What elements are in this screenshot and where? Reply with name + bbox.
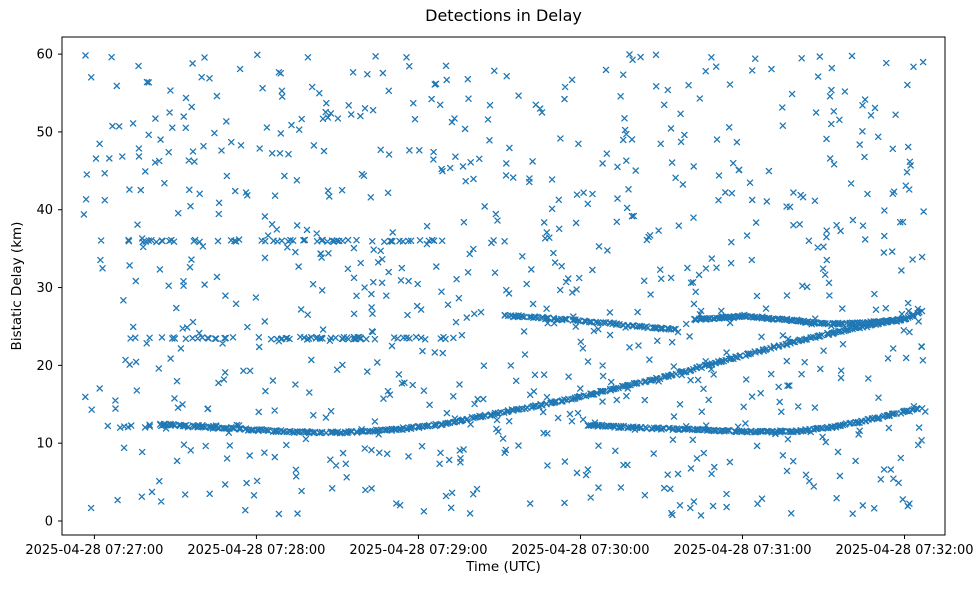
x-tick-label: 2025-04-28 07:28:00 [187,543,325,558]
y-axis-label: Bistatic Delay (km) [9,221,25,351]
y-tick-label: 20 [36,359,53,374]
y-tick-label: 50 [36,125,53,140]
y-tick-label: 30 [36,281,53,296]
chart-title: Detections in Delay [425,6,582,25]
tick-labels: 2025-04-28 07:27:00 2025-04-28 07:28:00 20… [25,48,973,558]
scatter-markers [80,51,929,519]
y-tick-label: 10 [36,437,53,452]
y-tick-label: 40 [36,203,53,218]
x-tick-label: 2025-04-28 07:29:00 [349,543,487,558]
x-axis-label: Time (UTC) [466,559,541,575]
x-tick-label: 2025-04-28 07:32:00 [835,543,973,558]
x-tick-label: 2025-04-28 07:27:00 [25,543,163,558]
x-tick-label: 2025-04-28 07:31:00 [673,543,811,558]
plot-border [61,36,946,536]
y-tick-label: 0 [45,514,53,529]
x-tick-label: 2025-04-28 07:30:00 [511,543,649,558]
axis-ticks [58,53,905,539]
y-tick-label: 60 [36,48,53,63]
